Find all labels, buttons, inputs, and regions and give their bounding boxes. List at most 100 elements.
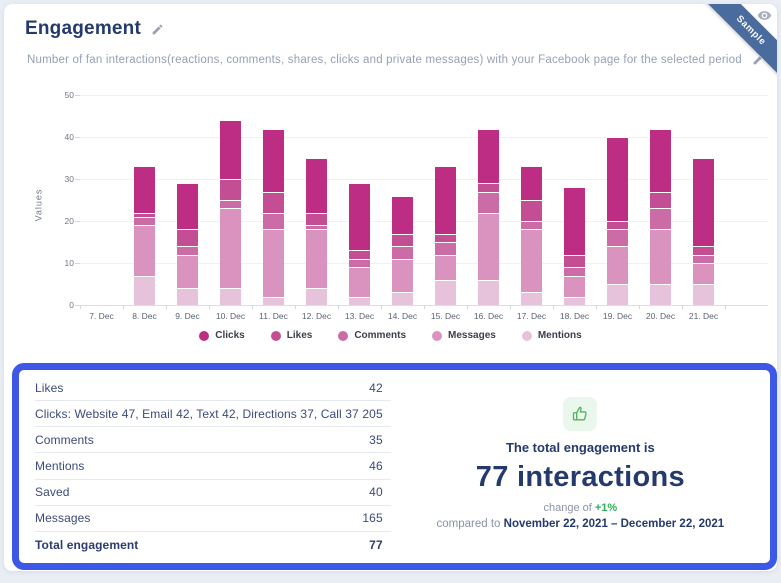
bar-segment-clicks[interactable] — [650, 128, 671, 192]
bar-segment-clicks[interactable] — [521, 166, 542, 200]
bar-segment-clicks[interactable] — [263, 128, 284, 192]
bar-segment-likes[interactable] — [220, 179, 241, 200]
bar-segment-clicks[interactable] — [306, 158, 327, 213]
bar-segment-messages[interactable] — [134, 225, 155, 276]
table-row-value: 205 — [362, 406, 383, 421]
bar-segment-messages[interactable] — [220, 208, 241, 289]
bar-segment-mentions[interactable] — [693, 283, 714, 305]
bar-segment-comments[interactable] — [220, 200, 241, 209]
x-tick-label: 14. Dec — [387, 311, 418, 321]
bar-segment-mentions[interactable] — [220, 288, 241, 305]
bar-segment-messages[interactable] — [693, 262, 714, 284]
stacked-bar-18-dec[interactable] — [564, 187, 585, 305]
bar-segment-comments[interactable] — [392, 246, 413, 259]
bar-segment-messages[interactable] — [521, 229, 542, 293]
legend-item-likes[interactable]: Likes — [270, 330, 312, 341]
bar-segment-mentions[interactable] — [564, 296, 585, 305]
x-tick-mark — [381, 305, 382, 309]
bar-segment-messages[interactable] — [607, 246, 628, 284]
bar-segment-mentions[interactable] — [607, 283, 628, 305]
bar-segment-clicks[interactable] — [564, 187, 585, 255]
bar-segment-comments[interactable] — [564, 267, 585, 276]
bar-segment-likes[interactable] — [306, 212, 327, 226]
stacked-bar-20-dec[interactable] — [650, 128, 671, 305]
bar-segment-likes[interactable] — [521, 200, 542, 221]
bar-segment-likes[interactable] — [607, 221, 628, 230]
bar-segment-comments[interactable] — [134, 216, 155, 226]
legend-item-messages[interactable]: Messages — [432, 330, 496, 341]
bar-segment-mentions[interactable] — [306, 288, 327, 305]
bar-segment-clicks[interactable] — [693, 158, 714, 247]
bar-segment-clicks[interactable] — [478, 128, 499, 184]
stacked-bar-17-dec[interactable] — [521, 166, 542, 305]
x-tick-label: 7. Dec — [89, 311, 114, 321]
edit-title-icon[interactable] — [151, 23, 164, 36]
bar-segment-messages[interactable] — [564, 275, 585, 297]
bar-segment-mentions[interactable] — [435, 279, 456, 305]
stacked-bar-15-dec[interactable] — [435, 166, 456, 305]
stacked-bar-10-dec[interactable] — [220, 120, 241, 305]
bar-segment-mentions[interactable] — [177, 288, 198, 305]
stacked-bar-16-dec[interactable] — [478, 128, 499, 305]
stacked-bar-21-dec[interactable] — [693, 158, 714, 305]
bar-segment-clicks[interactable] — [435, 166, 456, 234]
stacked-bar-13-dec[interactable] — [349, 183, 370, 305]
legend-item-clicks[interactable]: Clicks — [199, 330, 245, 341]
bar-segment-mentions[interactable] — [134, 275, 155, 305]
bar-segment-messages[interactable] — [435, 254, 456, 280]
bar-segment-comments[interactable] — [478, 191, 499, 213]
bar-segment-messages[interactable] — [349, 267, 370, 297]
bar-segment-comments[interactable] — [607, 229, 628, 247]
bar-segment-likes[interactable] — [392, 233, 413, 247]
visibility-icon[interactable] — [757, 8, 772, 23]
bar-segment-comments[interactable] — [177, 246, 198, 255]
bar-segment-mentions[interactable] — [349, 296, 370, 305]
bar-segment-clicks[interactable] — [177, 183, 198, 230]
bar-segment-messages[interactable] — [392, 258, 413, 293]
bar-segment-comments[interactable] — [650, 208, 671, 230]
bar-segment-likes[interactable] — [564, 254, 585, 268]
bar-segment-comments[interactable] — [263, 212, 284, 230]
bar-segment-clicks[interactable] — [134, 166, 155, 213]
bar-segment-mentions[interactable] — [263, 296, 284, 305]
stacked-bar-12-dec[interactable] — [306, 158, 327, 305]
gridline — [80, 263, 768, 264]
bar-segment-likes[interactable] — [693, 246, 714, 255]
bar-segment-messages[interactable] — [650, 229, 671, 284]
stacked-bar-9-dec[interactable] — [177, 183, 198, 305]
stacked-bar-11-dec[interactable] — [263, 128, 284, 305]
legend-dot — [432, 330, 443, 341]
bar-segment-messages[interactable] — [263, 229, 284, 297]
bar-segment-comments[interactable] — [693, 254, 714, 263]
stacked-bar-19-dec[interactable] — [607, 137, 628, 305]
bar-segment-mentions[interactable] — [521, 292, 542, 305]
bar-segment-messages[interactable] — [306, 229, 327, 289]
bar-segment-likes[interactable] — [349, 250, 370, 259]
legend-item-comments[interactable]: Comments — [338, 330, 406, 341]
bar-segment-likes[interactable] — [435, 233, 456, 242]
bar-segment-likes[interactable] — [177, 229, 198, 247]
bar-segment-clicks[interactable] — [392, 195, 413, 234]
bar-segment-mentions[interactable] — [478, 279, 499, 305]
bar-segment-mentions[interactable] — [650, 284, 671, 305]
legend-item-mentions[interactable]: Mentions — [521, 330, 582, 341]
stacked-bar-8-dec[interactable] — [134, 166, 155, 305]
bar-segment-clicks[interactable] — [220, 120, 241, 179]
bar-segment-likes[interactable] — [134, 212, 155, 217]
stacked-bar-14-dec[interactable] — [392, 195, 413, 305]
bar-segment-clicks[interactable] — [607, 137, 628, 221]
bar-segment-likes[interactable] — [650, 191, 671, 209]
edit-description-icon[interactable] — [752, 53, 765, 66]
bar-segment-comments[interactable] — [306, 225, 327, 230]
bar-segment-likes[interactable] — [263, 191, 284, 213]
bar-segment-comments[interactable] — [435, 241, 456, 255]
bar-segment-messages[interactable] — [177, 254, 198, 289]
bar-segment-comments[interactable] — [521, 221, 542, 230]
bar-segment-mentions[interactable] — [392, 292, 413, 305]
engagement-stacked-bar-chart: Values 0 10 20 30 40 50 7. Dec 8. Dec 9. Dec 10. … — [33, 90, 768, 321]
bar-segment-clicks[interactable] — [349, 183, 370, 251]
bar-segment-likes[interactable] — [478, 183, 499, 192]
summary-section: Likes 42 Clicks: Website 47, Email 42, Tex… — [12, 363, 777, 570]
bar-segment-messages[interactable] — [478, 212, 499, 280]
bar-segment-comments[interactable] — [349, 258, 370, 268]
